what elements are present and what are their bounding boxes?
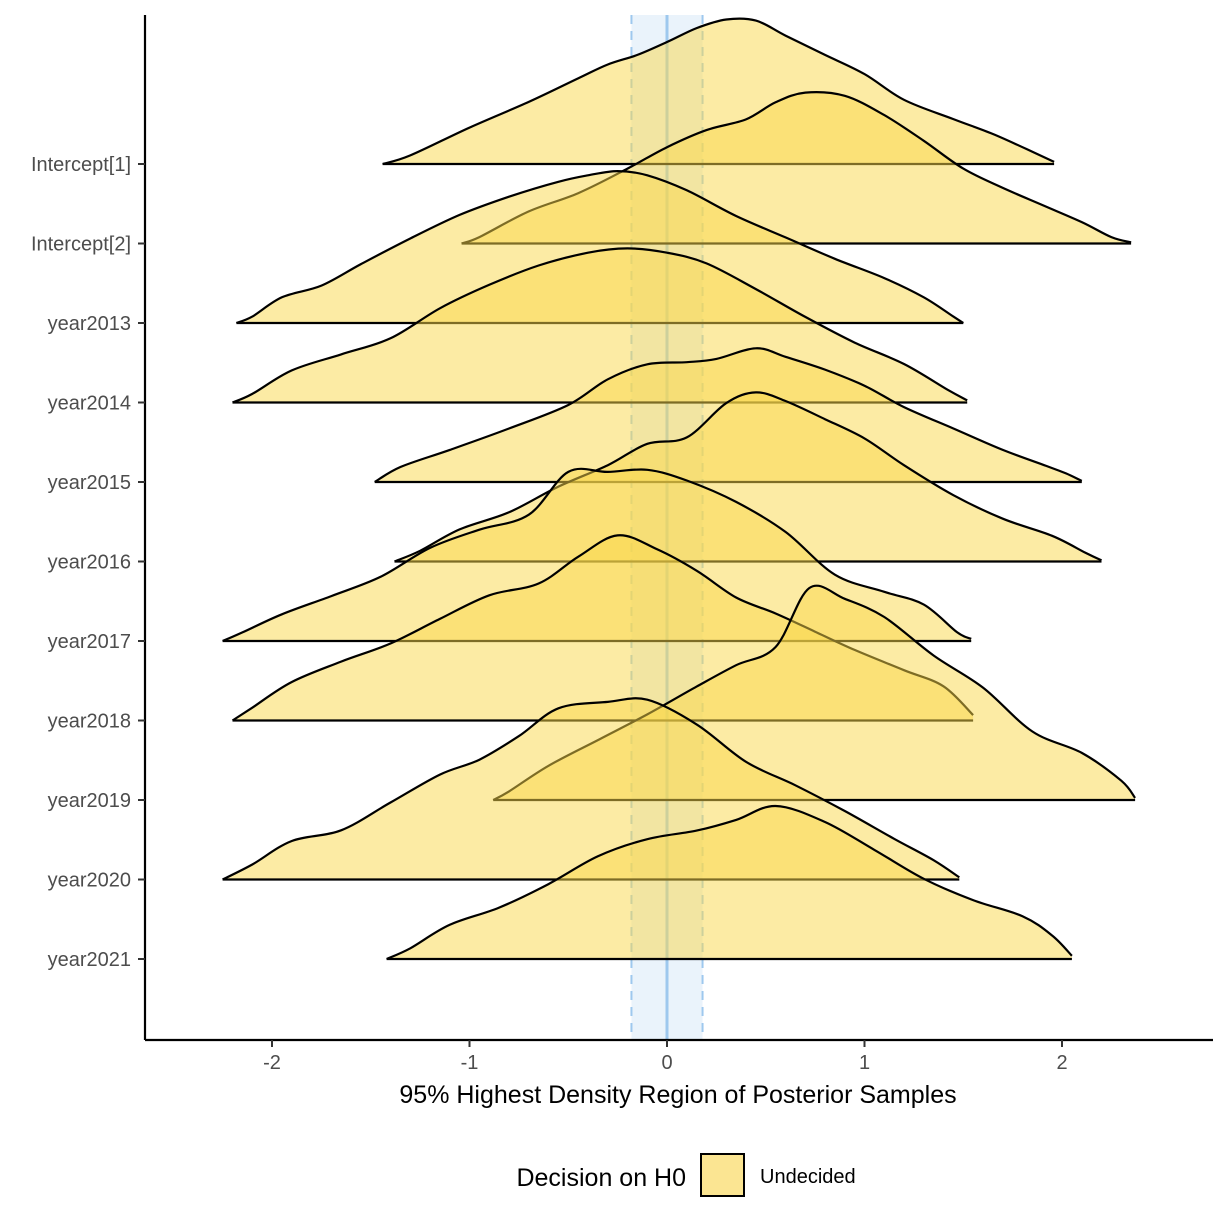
y-tick-label-year2020: year2020 <box>48 870 131 892</box>
ridge-outline-year2016 <box>394 391 1102 563</box>
axes: Intercept[1] Intercept[2] year2013 year2014… <box>31 15 1213 1074</box>
ridge-outline-year2014 <box>232 247 968 404</box>
y-tick-label-year2016: year2016 <box>48 552 131 574</box>
x-ticks: -2 -1 0 1 2 <box>263 1040 1068 1074</box>
y-tick-label-year2013: year2013 <box>48 313 131 335</box>
legend-key-undecided <box>700 1153 745 1197</box>
ridge-fill-year2021 <box>386 805 1072 959</box>
ridge-outline-intercept-1 <box>382 17 1055 166</box>
legend: Decision on H0 Undecided <box>516 1153 856 1197</box>
y-tick-label-year2021: year2021 <box>48 949 131 971</box>
ridge-year2021 <box>386 804 1073 961</box>
y-ticks: Intercept[1] Intercept[2] year2013 year2014… <box>31 154 145 971</box>
y-tick-label-year2015: year2015 <box>48 472 131 494</box>
ridge-fill-year2013 <box>236 171 964 323</box>
legend-label-undecided: Undecided <box>760 1166 856 1188</box>
x-tick-label-0: -2 <box>263 1052 281 1074</box>
y-tick-label-intercept-2: Intercept[2] <box>31 234 131 256</box>
ridge-outline-year2015 <box>374 347 1083 483</box>
ridges <box>222 17 1136 961</box>
x-tick-label-3: 1 <box>859 1052 870 1074</box>
x-axis-title: 95% Highest Density Region of Posterior … <box>399 1081 956 1109</box>
y-tick-label-year2018: year2018 <box>48 711 131 733</box>
y-tick-label-year2017: year2017 <box>48 631 131 653</box>
ridge-outline-year2017 <box>222 467 972 643</box>
y-tick-label-intercept-1: Intercept[1] <box>31 154 131 176</box>
y-tick-label-year2014: year2014 <box>48 393 131 415</box>
ridge-outline-year2013 <box>235 170 964 325</box>
ridge-outline-year2020 <box>222 697 960 881</box>
ridge-outline-year2021 <box>386 804 1073 961</box>
y-tick-label-year2019: year2019 <box>48 790 131 812</box>
x-tick-label-4: 2 <box>1056 1052 1067 1074</box>
x-tick-label-2: 0 <box>661 1052 672 1074</box>
legend-title: Decision on H0 <box>516 1164 686 1192</box>
x-tick-label-1: -1 <box>461 1052 479 1074</box>
